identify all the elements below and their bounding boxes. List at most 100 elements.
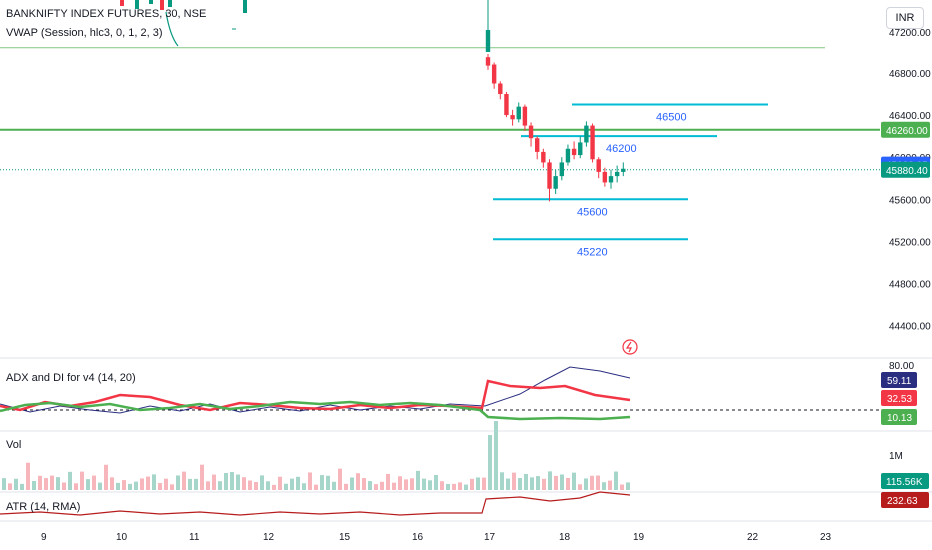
price-badge (881, 121, 930, 138)
volume-bar (518, 478, 522, 490)
di-plus-series-line (0, 400, 631, 421)
candle-body (149, 0, 153, 4)
volume-bar (548, 471, 552, 490)
volume-bar (14, 478, 18, 490)
volume-bar (488, 435, 492, 490)
volume-bar (284, 483, 288, 490)
symbol-title: BANKNIFTY INDEX FUTURES, 30, NSE (6, 8, 207, 20)
volume-bar (2, 478, 6, 490)
x-tick: 15 (339, 532, 351, 543)
volume-bar (332, 481, 336, 490)
volume-bar (500, 472, 504, 490)
volume-bar (32, 481, 36, 490)
vwap-label: VWAP (Session, hlc3, 0, 1, 2, 3) (6, 27, 163, 39)
volume-bar (116, 482, 120, 490)
price-tick: 47200.00 (889, 28, 931, 39)
volume-bar (524, 473, 528, 490)
volume-bar (344, 483, 348, 490)
volume-bar (170, 484, 174, 490)
volume-bar (326, 475, 330, 490)
volume-bar (440, 481, 444, 490)
volume-bar (620, 484, 624, 490)
level-label: 46200 (606, 143, 637, 155)
x-tick: 11 (189, 532, 200, 543)
candle-body (160, 0, 164, 10)
volume-bar (98, 482, 102, 490)
volume-bar (446, 483, 450, 490)
volume-bar (554, 475, 558, 490)
volume-bar (26, 462, 30, 490)
volume-bar (590, 475, 594, 490)
volume-bar (254, 481, 258, 490)
adx-axis-tick: 80.00 (889, 361, 914, 372)
x-tick: 19 (633, 532, 645, 543)
volume-bar (572, 472, 576, 490)
volume-bar (608, 480, 612, 490)
price-tick: 44800.00 (889, 279, 931, 290)
volume-bar (140, 478, 144, 490)
volume-bar (356, 473, 360, 490)
volume-bar (626, 482, 630, 490)
price-tick: 44400.00 (889, 322, 931, 333)
volume-bar (416, 470, 420, 490)
volume-bar (614, 471, 618, 490)
volume-bar (578, 484, 582, 490)
adx-value-badge (881, 372, 917, 388)
price-tick: 46800.00 (889, 69, 931, 80)
volume-bar (314, 484, 318, 490)
volume-bar (308, 472, 312, 490)
volume-bar (20, 483, 24, 490)
price-tick: 46400.00 (889, 111, 931, 122)
volume-label: Vol (6, 439, 22, 451)
volume-bar (236, 474, 240, 490)
volume-bar (362, 478, 366, 490)
volume-bar (188, 478, 192, 490)
volume-value-badge (881, 473, 929, 489)
volume-bar (242, 477, 246, 490)
candle-body (485, 57, 491, 66)
candle-body (135, 0, 139, 9)
volume-bar (494, 421, 498, 490)
volume-bar (380, 481, 384, 490)
adx-value-text: 59.11 (887, 376, 912, 387)
adx-value-badge (881, 409, 917, 425)
candle-body (522, 106, 528, 126)
volume-bar (110, 477, 114, 490)
candle-body (528, 125, 534, 139)
volume-bar (296, 476, 300, 490)
volume-bar (260, 475, 264, 490)
volume-bar (512, 472, 516, 490)
di-minus-series-line (0, 379, 631, 412)
adx-value-text: 32.53 (887, 394, 912, 405)
atr-value-text: 232.63 (887, 496, 918, 507)
candle-body (596, 159, 601, 172)
volume-bar (248, 480, 252, 490)
candle-body (120, 0, 124, 6)
volume-bar (566, 477, 570, 490)
volume-bar (206, 481, 210, 490)
currency-button[interactable]: INR (886, 7, 924, 29)
volume-bar (338, 468, 342, 490)
volume-bar (176, 475, 180, 490)
candle-body (614, 171, 620, 177)
volume-bar (290, 478, 294, 490)
volume-bar (596, 475, 600, 490)
x-tick: 16 (412, 532, 424, 543)
candle-body (602, 171, 608, 183)
atr-series-line (0, 491, 631, 516)
x-tick: 23 (820, 532, 832, 543)
atr-value-badge (881, 492, 929, 508)
volume-bar (482, 477, 486, 490)
x-tick: 22 (747, 532, 759, 543)
candle-body (510, 115, 515, 120)
volume-bar (452, 483, 456, 490)
volume-bar (386, 473, 390, 490)
volume-bar (68, 471, 72, 490)
candle-body (621, 168, 626, 172)
volume-bar (218, 481, 222, 490)
volume-bar (404, 479, 408, 490)
volume-bar (230, 472, 234, 490)
volume-bar (224, 472, 228, 490)
volume-bar (422, 478, 426, 490)
